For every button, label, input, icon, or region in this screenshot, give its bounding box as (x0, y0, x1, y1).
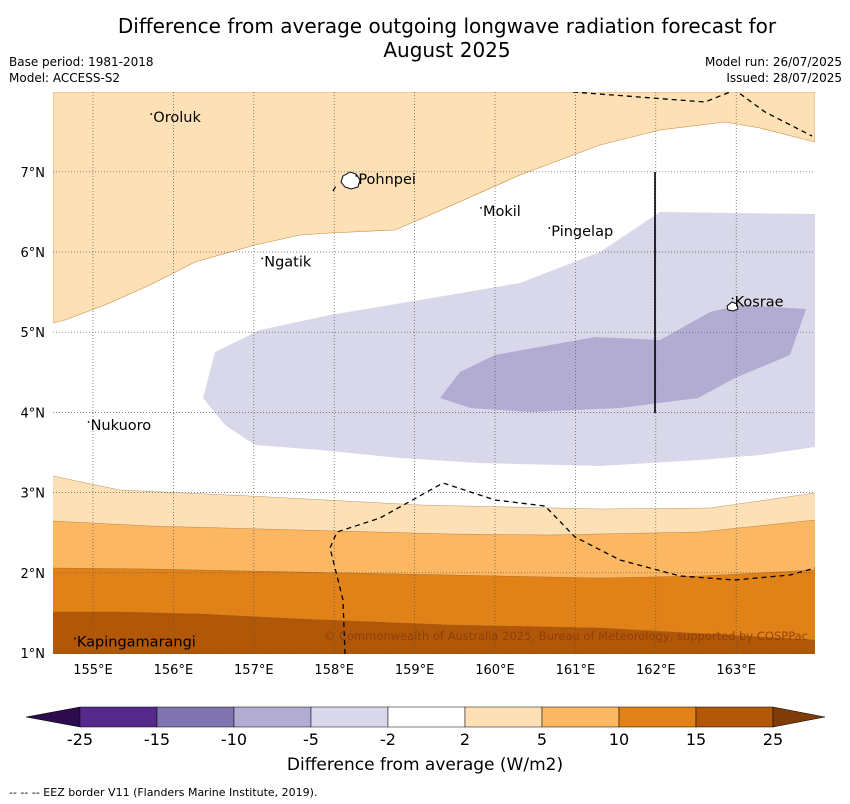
gridlines (53, 92, 815, 654)
model-name: Model: ACCESS-S2 (9, 71, 121, 85)
anomaly-minus5-to-minus10 (440, 305, 806, 412)
title-line-2: August 2025 (383, 38, 511, 62)
colorbar-tick-label: 2 (459, 730, 471, 749)
colorbar-tick-label: -10 (220, 730, 248, 749)
colorbar-title: Difference from average (W/m2) (286, 755, 564, 775)
colorbar-over-arrow (772, 706, 826, 728)
lon-tick-label: 155°E (73, 663, 113, 678)
lon-tick-label: 160°E (475, 663, 515, 678)
colorbar-segment (387, 706, 466, 728)
lat-tick-label: 6°N (21, 246, 46, 261)
place-label: Oroluk (153, 110, 201, 126)
lon-tick-label: 156°E (154, 663, 194, 678)
place-label: Mokil (483, 204, 521, 220)
axis-ticks: 155°E 156°E 157°E 158°E 159°E 160°E 161°E 162°E… (21, 166, 756, 678)
place-marker (87, 421, 90, 423)
lat-tick-label: 4°N (21, 406, 46, 421)
chart-title: Difference from average outgoing longwav… (0, 14, 850, 62)
place-marker (74, 637, 76, 640)
place-marker (480, 207, 482, 209)
place-marker (355, 174, 358, 177)
colorbar-segment (464, 706, 543, 728)
meta-right: Model run: 26/07/2025 Issued: 28/07/2025 (705, 54, 842, 86)
contour-lines (53, 475, 815, 641)
colorbar-segment (695, 706, 774, 728)
place-label: Kapingamarangi (77, 635, 196, 651)
place-marker (150, 113, 153, 115)
anomaly-2-to-5-north (53, 92, 815, 324)
lon-tick-label: 157°E (234, 663, 274, 678)
colorbar-segment (618, 706, 697, 728)
place-marker (731, 297, 734, 300)
anomaly-15-to-25 (53, 612, 815, 654)
issued-date: Issued: 28/07/2025 (726, 71, 842, 85)
colorbar-segment (541, 706, 620, 728)
place-marker (261, 257, 264, 260)
colorbar-tick-label: -5 (303, 730, 319, 749)
eez-footnote: -- -- -- EEZ border V11 (Flanders Marine… (9, 786, 318, 799)
colorbar-segment (310, 706, 389, 728)
colorbar-tick-label: 5 (536, 730, 548, 749)
map-area: © Commonwealth of Australia 2025, Bureau… (53, 92, 815, 654)
eez-borders (329, 92, 815, 654)
colorbar-segment (79, 706, 158, 728)
colorbar-tick-label: -2 (380, 730, 396, 749)
lon-tick-label: 159°E (395, 663, 435, 678)
place-label: Ngatik (264, 254, 312, 270)
place-label: Nukuoro (91, 418, 152, 434)
model-run: Model run: 26/07/2025 (704, 55, 842, 69)
colorbar-under-arrow (25, 706, 81, 728)
colorbar (25, 706, 826, 728)
colorbar-tick-label: 15 (685, 730, 707, 749)
colorbar-segment (233, 706, 312, 728)
eez-border-south (329, 482, 815, 654)
lon-tick-label: 161°E (556, 663, 596, 678)
eez-border-north (572, 92, 813, 137)
kosrae-island-outline (726, 301, 739, 312)
base-period: Base period: 1981-2018 (9, 55, 154, 69)
place-label: Pingelap (551, 224, 613, 240)
lon-tick-label: 158°E (314, 663, 354, 678)
colorbar-segment (156, 706, 235, 728)
place-labels: Oroluk Pohnpei Mokil Pingelap Ngatik Kosrae Nu… (74, 110, 784, 651)
lon-tick-label: 163°E (716, 663, 756, 678)
place-label: Kosrae (735, 295, 784, 311)
lat-tick-label: 3°N (21, 487, 46, 502)
lat-tick-label: 5°N (21, 326, 46, 341)
lat-tick-label: 7°N (21, 166, 46, 181)
colorbar-tick-label: -15 (143, 730, 171, 749)
place-label: Pohnpei (358, 172, 416, 188)
lat-tick-label: 1°N (21, 647, 46, 662)
copyright-text: © Commonwealth of Australia 2025, Bureau… (324, 629, 808, 643)
eez-border-pohnpei (332, 185, 337, 192)
colorbar-tick-label: 25 (762, 730, 784, 749)
lat-tick-label: 2°N (21, 567, 46, 582)
colorbar-tick-label: 10 (608, 730, 630, 749)
colorbar-tick-label: -25 (66, 730, 94, 749)
meta-left: Base period: 1981-2018 Model: ACCESS-S2 (9, 54, 154, 86)
place-marker (548, 227, 551, 229)
pohnpei-island-outline (340, 171, 361, 190)
lon-tick-label: 162°E (636, 663, 676, 678)
title-line-1: Difference from average outgoing longwav… (117, 14, 777, 38)
